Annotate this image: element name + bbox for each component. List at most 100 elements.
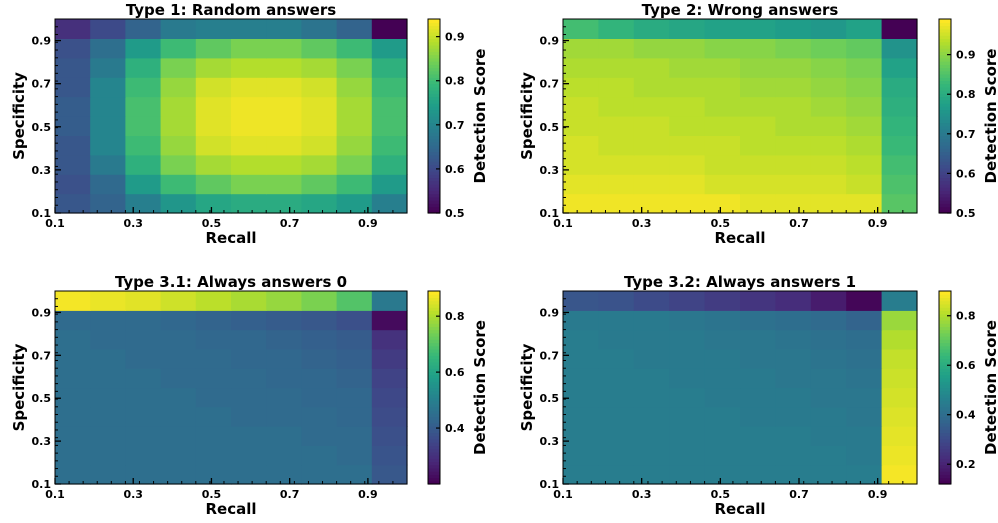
colorbar-segment — [428, 451, 440, 456]
heatmap-cell — [90, 426, 126, 446]
colorbar-segment — [428, 64, 440, 69]
colorbar-segment — [939, 177, 951, 182]
colorbar-segment — [428, 77, 440, 82]
chart-title: Type 3.1: Always answers 0 — [115, 273, 347, 291]
heatmap-cell — [160, 135, 197, 156]
heatmap-cell — [704, 38, 741, 59]
x-tick-label: 0.9 — [868, 488, 888, 501]
colorbar-segment — [428, 461, 440, 466]
heatmap-cell — [669, 57, 706, 78]
colorbar-segment — [428, 154, 440, 159]
heatmap-cell — [301, 464, 338, 485]
heatmap-cell — [90, 329, 126, 350]
heatmap-cell — [563, 193, 599, 214]
colorbar-segment — [939, 93, 951, 98]
x-tick-label: 0.1 — [45, 488, 65, 501]
colorbar-segment — [939, 397, 951, 401]
x-tick-label: 0.5 — [711, 488, 731, 501]
colorbar-segment — [428, 319, 440, 324]
colorbar-segment — [428, 390, 440, 395]
x-axis-label: Recall — [714, 500, 765, 518]
heatmap-cell — [775, 426, 812, 446]
colorbar-segment — [428, 132, 440, 136]
heatmap-cell — [881, 464, 918, 485]
colorbar-segment — [428, 467, 440, 472]
heatmap-cell — [881, 57, 918, 78]
heatmap-cell — [231, 329, 267, 350]
heatmap-cell — [125, 445, 162, 466]
heatmap-cell — [266, 310, 302, 331]
heatmap-cell — [740, 135, 776, 156]
heatmap-cell — [55, 135, 91, 156]
colorbar-segment — [428, 313, 440, 318]
colorbar-segment — [428, 435, 440, 440]
colorbar-tick-label: 0.5 — [956, 207, 976, 220]
heatmap-cell — [125, 426, 162, 446]
colorbar-segment — [428, 445, 440, 450]
x-tick-label: 0.3 — [123, 217, 143, 230]
colorbar-segment — [428, 345, 440, 350]
heatmap-cell — [160, 387, 197, 408]
heatmap-cell — [195, 19, 232, 39]
colorbar-segment — [939, 19, 951, 23]
heatmap-cell — [598, 96, 635, 117]
x-tick-label: 0.3 — [632, 217, 652, 230]
x-tick-label: 0.1 — [553, 217, 573, 230]
heatmap-cell — [195, 96, 232, 117]
colorbar-segment — [428, 364, 440, 369]
x-tick-label: 0.7 — [280, 488, 300, 501]
heatmap-cell — [669, 368, 706, 389]
heatmap-cell — [881, 135, 918, 156]
heatmap-cell — [231, 116, 267, 136]
colorbar-tick-label: 0.7 — [956, 128, 976, 141]
heatmap-cell — [669, 310, 706, 331]
heatmap-cell — [669, 38, 706, 59]
heatmap-cell — [336, 77, 373, 98]
heatmap-cell — [160, 329, 197, 350]
heatmap-cell — [846, 193, 883, 214]
colorbar-segment — [428, 70, 440, 75]
heatmap-cell — [231, 387, 267, 408]
colorbar-segment — [939, 112, 951, 117]
colorbar-segment — [428, 410, 440, 414]
colorbar-segment — [939, 419, 951, 424]
colorbar-segment — [939, 458, 951, 463]
heatmap-cell — [266, 38, 302, 59]
colorbar-segment — [939, 291, 951, 295]
heatmap-cell — [160, 445, 197, 466]
heatmap-cell — [633, 310, 670, 331]
heatmap-cells — [563, 291, 918, 485]
heatmap-cell — [704, 426, 741, 446]
x-tick-label: 0.5 — [711, 217, 731, 230]
colorbar-segment — [428, 86, 440, 91]
heatmap-panel-2: 0.1 0.3 0.5 0.7 0.9 0.1 0.3 0.5 0.7 0.9 Type 2: Wr… — [518, 1, 998, 247]
colorbar-segment — [939, 336, 951, 340]
colorbar-segment — [939, 406, 951, 411]
heatmap-cell — [55, 193, 91, 214]
colorbar-segment — [428, 96, 440, 101]
colorbar-segment — [939, 187, 951, 191]
colorbar-segment — [428, 31, 440, 36]
heatmap-cell — [371, 291, 408, 311]
colorbar-segment — [428, 406, 440, 411]
colorbar-segment — [428, 480, 440, 485]
colorbar-segment — [428, 99, 440, 104]
colorbar-segment — [939, 422, 951, 427]
heatmap-cell — [160, 38, 197, 59]
heatmap-cell — [775, 329, 812, 350]
heatmap-cell — [125, 96, 162, 117]
heatmap-cells — [55, 291, 408, 485]
heatmap-cell — [125, 464, 162, 485]
heatmap-cell — [598, 329, 635, 350]
heatmap-cell — [563, 348, 599, 369]
colorbar-segment — [428, 352, 440, 356]
heatmap-cell — [740, 348, 776, 369]
colorbar: 0.2 0.4 0.6 0.8 Detection Score — [938, 290, 998, 485]
colorbar-segment — [428, 429, 440, 434]
heatmap-cell — [669, 193, 706, 214]
heatmap-cell — [125, 193, 162, 214]
heatmap-cell — [301, 135, 338, 156]
heatmap-cell — [371, 387, 408, 408]
heatmap-cell — [231, 193, 267, 214]
colorbar-segment — [939, 307, 951, 311]
